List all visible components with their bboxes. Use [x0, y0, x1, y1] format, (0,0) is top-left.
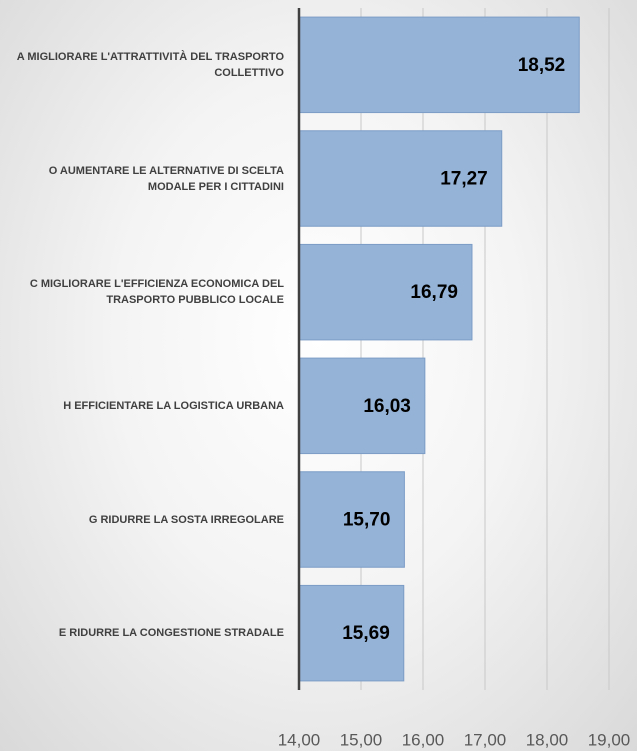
bar	[298, 16, 580, 114]
bar	[298, 243, 473, 341]
category-label: O AUMENTARE LE ALTERNATIVE DI SCELTA MOD…	[48, 164, 284, 193]
value-label: 16,79	[410, 282, 458, 303]
bar	[298, 471, 405, 568]
bar	[298, 357, 426, 455]
bar	[298, 130, 503, 227]
category-label: H EFFICIENTARE LA LOGISTICA URBANA	[63, 399, 284, 412]
value-label: 15,70	[343, 510, 391, 531]
bar	[298, 584, 405, 682]
value-label: 15,69	[342, 623, 390, 644]
category-label: G RIDURRE LA SOSTA IRREGOLARE	[88, 513, 284, 526]
x-tick-label: 17,00	[464, 730, 507, 749]
x-tick-label: 15,00	[340, 730, 383, 749]
value-label: 16,03	[363, 396, 411, 417]
x-tick-label: 16,00	[402, 730, 445, 749]
category-label: A MIGLIORARE L'ATTRATTIVITÀ DEL TRASPORT…	[16, 50, 284, 79]
category-label: C MIGLIORARE L'EFFICIENZA ECONOMICA DEL …	[29, 278, 284, 307]
x-tick-label: 19,00	[588, 730, 631, 749]
category-label: E RIDURRE LA CONGESTIONE STRADALE	[58, 627, 284, 640]
x-tick-label: 18,00	[526, 730, 569, 749]
x-tick-label: 14,00	[278, 730, 321, 749]
value-label: 17,27	[440, 169, 488, 190]
value-label: 18,52	[518, 55, 566, 76]
